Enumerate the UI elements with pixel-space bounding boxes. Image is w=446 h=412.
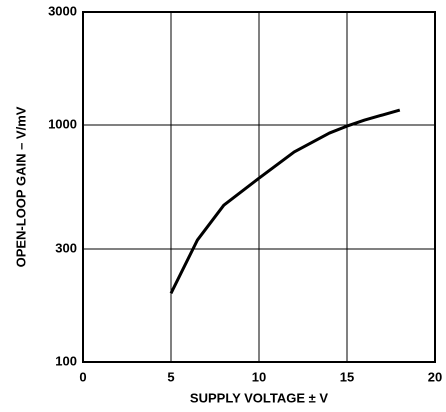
x-tick-label: 0: [79, 369, 86, 384]
data-line: [169, 108, 401, 294]
x-tick-label: 15: [340, 369, 354, 384]
x-axis-label: SUPPLY VOLTAGE ± V: [190, 390, 328, 405]
y-tick-label: 1000: [48, 116, 77, 131]
y-tick-label: 100: [55, 353, 77, 368]
x-tick-label: 10: [252, 369, 266, 384]
y-axis-label: OPEN-LOOP GAIN – V/mV: [13, 106, 28, 267]
x-tick-label: 20: [428, 369, 442, 384]
y-tick-label: 3000: [48, 3, 77, 18]
plot-frame: [82, 11, 436, 363]
y-tick-label: 300: [55, 240, 77, 255]
x-tick-label: 5: [167, 369, 174, 384]
